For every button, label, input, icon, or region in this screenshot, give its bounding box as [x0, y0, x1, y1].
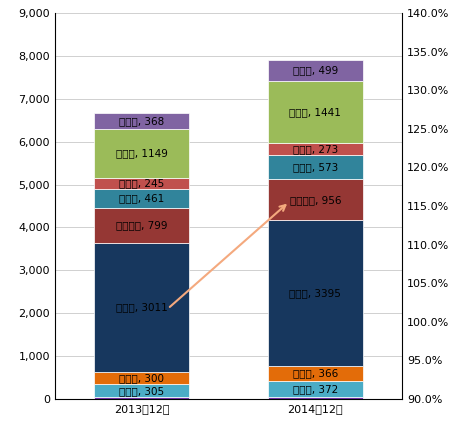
Bar: [268, 365, 363, 381]
Bar: [94, 372, 190, 385]
Bar: [94, 178, 190, 189]
Text: 神奈川県, 799: 神奈川県, 799: [116, 221, 167, 230]
Text: 兵庫県, 499: 兵庫県, 499: [292, 66, 338, 76]
Bar: [268, 82, 363, 143]
Bar: [268, 220, 363, 365]
Text: 京都府, 245: 京都府, 245: [119, 179, 165, 188]
Bar: [268, 381, 363, 397]
Bar: [94, 385, 190, 397]
Text: 愛知県, 573: 愛知県, 573: [292, 162, 338, 172]
Text: 埼玉県, 305: 埼玉県, 305: [119, 386, 164, 396]
Bar: [268, 143, 363, 155]
Bar: [268, 179, 363, 220]
Bar: [94, 113, 190, 129]
Text: 東京都, 3395: 東京都, 3395: [289, 288, 341, 298]
Bar: [94, 243, 190, 372]
Text: 京都府, 273: 京都府, 273: [292, 144, 338, 154]
Text: 千葉県, 300: 千葉県, 300: [119, 373, 164, 383]
Text: 大阪府, 1149: 大阪府, 1149: [116, 148, 168, 159]
Bar: [94, 189, 190, 208]
Text: 東京都, 3011: 東京都, 3011: [116, 302, 168, 312]
Bar: [94, 129, 190, 178]
Bar: [268, 397, 363, 399]
Bar: [94, 208, 190, 243]
Bar: [268, 155, 363, 179]
Bar: [268, 60, 363, 82]
Text: 埼玉県, 372: 埼玉県, 372: [292, 384, 338, 394]
Text: 愛知県, 461: 愛知県, 461: [119, 194, 165, 203]
Text: 千葉県, 366: 千葉県, 366: [292, 369, 338, 378]
Bar: [94, 397, 190, 399]
Text: 兵庫県, 368: 兵庫県, 368: [119, 116, 165, 126]
Text: 神奈川県, 956: 神奈川県, 956: [290, 195, 341, 205]
Text: 大阪府, 1441: 大阪府, 1441: [289, 107, 341, 117]
